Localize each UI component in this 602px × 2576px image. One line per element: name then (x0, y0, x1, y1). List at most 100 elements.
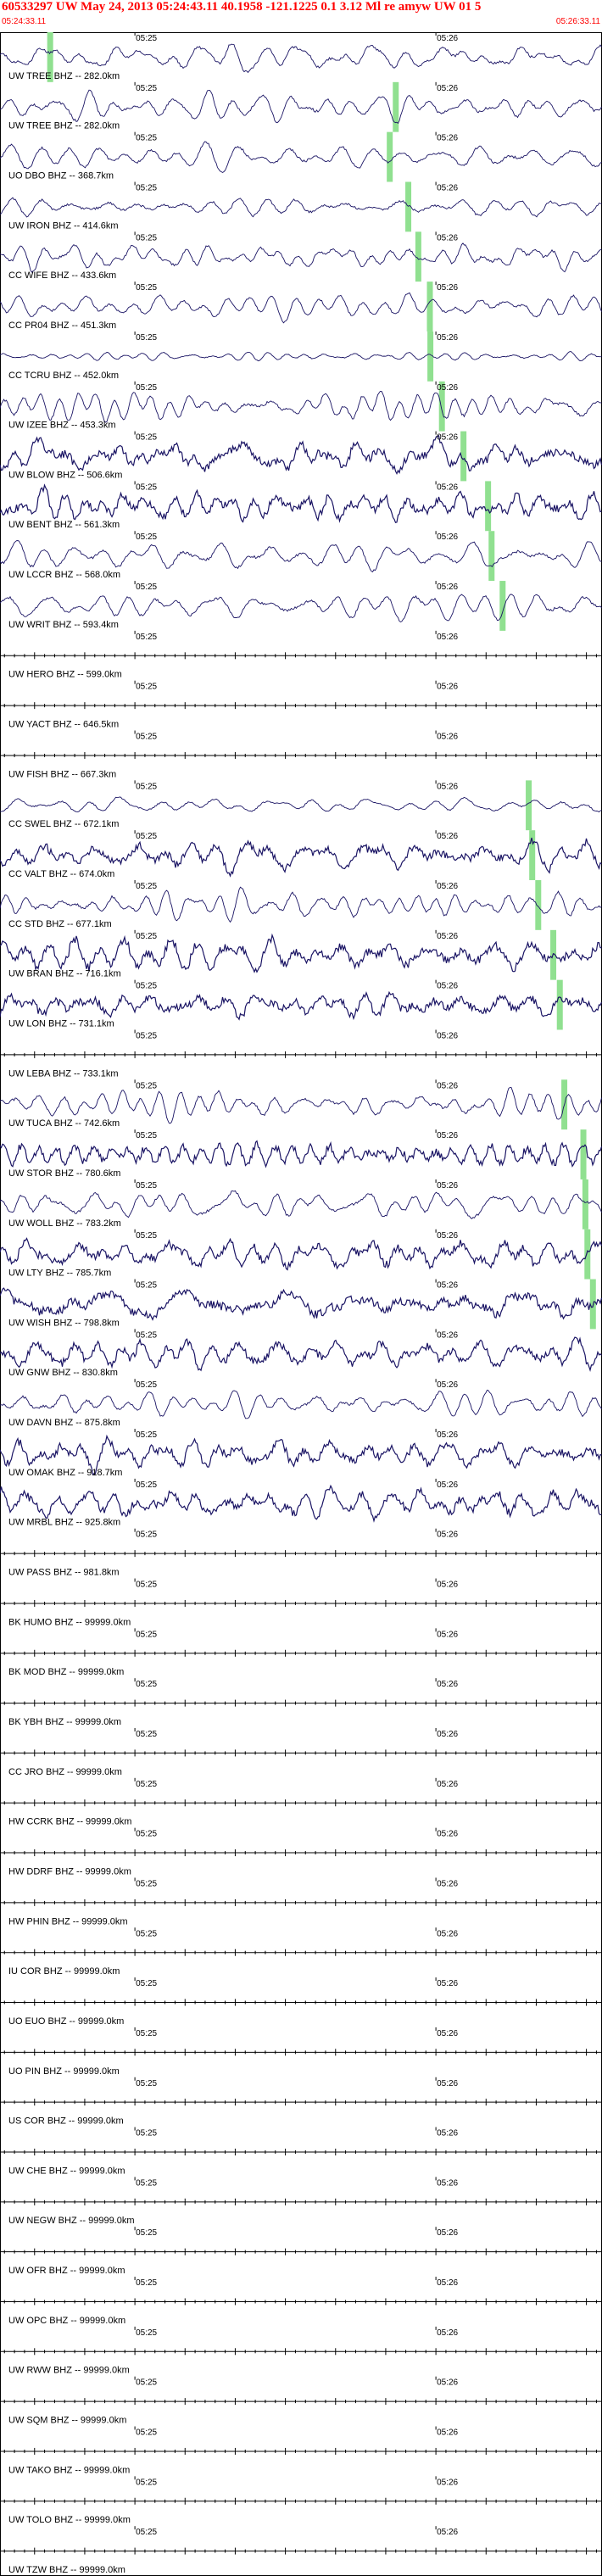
channel-label: CC SWEL BHZ -- 672.1km (8, 819, 119, 829)
channel-label: UW TZW BHZ -- 99999.0km (8, 2565, 125, 2575)
channel-label: UW LON BHZ -- 731.1km (8, 1018, 114, 1029)
trace-row: 05:25 05:26 UW OPC BHZ -- 99999.0km (0, 2277, 602, 2326)
trace-row: 05:25 05:26 UW LTY BHZ -- 785.7km (0, 1229, 602, 1280)
minute-tick-label: 05:25 (136, 1581, 157, 1590)
minute-tick-label: 05:26 (437, 2129, 458, 2138)
minute-tick-label: 05:26 (437, 1430, 458, 1440)
minute-tick-label: 05:26 (437, 1879, 458, 1888)
minute-tick-label: 05:25 (136, 583, 157, 592)
channel-label: UW BLOW BHZ -- 506.6km (8, 470, 122, 480)
trace-row: 05:25 05:26 UW OFR BHZ -- 99999.0km (0, 2227, 602, 2276)
waveform-trace (0, 1389, 602, 1419)
minute-tick-label: 05:25 (136, 2029, 157, 2038)
channel-label: UW TREE BHZ -- 282.0km (8, 71, 120, 81)
p-pick-marker (427, 331, 434, 382)
minute-tick-label: 05:25 (136, 982, 157, 991)
minute-tick-label: 05:25 (136, 1979, 157, 1988)
p-pick-marker (393, 81, 399, 132)
p-pick-marker (415, 231, 421, 282)
waveform-trace (0, 243, 602, 273)
trace-row: 05:25 05:26 IU COR BHZ -- 99999.0km (0, 1927, 602, 1977)
channel-label: UW CHE BHZ -- 99999.0km (8, 2166, 125, 2176)
minute-tick-label: 05:26 (437, 1979, 458, 1988)
trace-row: 05:25 05:26 UW IRON BHZ -- 414.6km (0, 181, 602, 232)
minute-tick-label: 05:25 (136, 1031, 157, 1040)
minute-tick-label: 05:26 (437, 532, 458, 542)
minute-tick-label: 05:25 (136, 1879, 157, 1888)
channel-label: UW BRAN BHZ -- 716.1km (8, 969, 121, 979)
trace-row: 05:25 05:26 BK HUMO BHZ -- 99999.0km (0, 1578, 602, 1627)
trace-row: 05:25 05:26 UW TUCA BHZ -- 742.6km (0, 1079, 602, 1130)
trace-row: 05:25 05:26 CC SWEL BHZ -- 672.1km (0, 780, 602, 831)
channel-label: UW LTY BHZ -- 785.7km (8, 1268, 111, 1279)
minute-tick-label: 05:26 (437, 832, 458, 841)
minute-tick-label: 05:26 (437, 932, 458, 941)
minute-tick-label: 05:25 (136, 832, 157, 841)
waveform-trace (0, 351, 602, 362)
event-title: 60533297 UW May 24, 2013 05:24:43.11 40.… (2, 0, 482, 14)
waveform-trace (0, 886, 602, 923)
channel-label: UW OFR BHZ -- 99999.0km (8, 2266, 125, 2276)
p-pick-marker (426, 282, 433, 332)
waveform-trace (0, 89, 602, 125)
trace-row: 05:25 05:26 UW TREE BHZ -- 282.0km (0, 81, 602, 132)
waveform-trace (0, 1237, 602, 1271)
channel-label: UW OPC BHZ -- 99999.0km (8, 2316, 125, 2326)
trace-row: 05:25 05:26 CC PR04 BHZ -- 451.3km (0, 282, 602, 332)
trace-row: 05:25 05:26 UW BLOW BHZ -- 506.6km (0, 431, 602, 482)
trace-row: 05:25 05:26 UW BENT BHZ -- 561.3km (0, 481, 602, 532)
channel-label: UW SQM BHZ -- 99999.0km (8, 2416, 126, 2426)
minute-tick-label: 05:25 (136, 2428, 157, 2438)
minute-tick-label: 05:25 (136, 1231, 157, 1241)
trace-row: 05:25 05:26 CC VALT BHZ -- 674.0km (0, 830, 602, 880)
trace-row: 05:25 05:26 UW RWW BHZ -- 99999.0km (0, 2326, 602, 2376)
minute-tick-label: 05:25 (136, 2079, 157, 2088)
minute-tick-label: 05:25 (136, 233, 157, 243)
start-time-label: 05:24:33.11 (2, 17, 47, 26)
waveform-trace (0, 483, 602, 524)
trace-row: 05:25 05:26 UW LCCR BHZ -- 568.0km (0, 531, 602, 582)
trace-row: 05:25 05:26 UW IZEE BHZ -- 453.3km (0, 381, 602, 432)
minute-tick-label: 05:26 (437, 383, 458, 393)
minute-tick-label: 05:26 (437, 233, 458, 243)
waveform-trace (0, 1336, 602, 1372)
minute-tick-label: 05:25 (136, 1181, 157, 1190)
minute-tick-label: 05:26 (437, 2428, 458, 2438)
waveform-trace (0, 1434, 602, 1476)
trace-row: 05:25 05:26 BK MOD BHZ -- 99999.0km (0, 1628, 602, 1677)
minute-tick-label: 05:26 (437, 1281, 458, 1291)
waveform-trace (0, 1087, 602, 1124)
p-pick-marker (438, 381, 445, 432)
minute-tick-label: 05:26 (437, 34, 458, 43)
waveform-trace (0, 837, 602, 878)
waveform-trace (0, 390, 602, 423)
minute-tick-label: 05:25 (136, 1380, 157, 1390)
p-pick-marker (460, 431, 467, 482)
p-pick-marker (526, 780, 532, 831)
waveform-trace (0, 43, 602, 74)
channel-label: BK HUMO BHZ -- 99999.0km (8, 1617, 131, 1627)
minute-tick-label: 05:26 (437, 1081, 458, 1090)
waveform-trace (0, 540, 602, 572)
p-pick-marker (387, 131, 393, 182)
trace-row: 05:25 05:26 CC STD BHZ -- 677.1km (0, 880, 602, 930)
p-pick-marker (584, 1229, 591, 1280)
minute-tick-label: 05:25 (136, 2328, 157, 2338)
trace-row: 05:25 05:26 UW OMAK BHZ -- 918.7km (0, 1429, 602, 1478)
p-pick-marker (488, 531, 495, 582)
channel-label: UW TREE BHZ -- 282.0km (8, 121, 120, 131)
channel-label: BK YBH BHZ -- 99999.0km (8, 1717, 121, 1727)
channel-label: BK MOD BHZ -- 99999.0km (8, 1667, 124, 1677)
minute-tick-label: 05:25 (136, 134, 157, 143)
trace-row: 05:25 05:26 BK YBH BHZ -- 99999.0km (0, 1678, 602, 1727)
trace-row: 05:25 05:26 UO EUO BHZ -- 99999.0km (0, 1977, 602, 2027)
trace-row: 05:25 05:26 UW STOR BHZ -- 780.6km (0, 1129, 602, 1179)
minute-tick-label: 05:26 (437, 2278, 458, 2288)
minute-tick-label: 05:26 (437, 1780, 458, 1789)
channel-label: UO PIN BHZ -- 99999.0km (8, 2066, 120, 2077)
channel-label: CC WIFE BHZ -- 433.6km (8, 270, 116, 281)
minute-tick-label: 05:25 (136, 2178, 157, 2188)
minute-tick-label: 05:25 (136, 2278, 157, 2288)
minute-tick-label: 05:25 (136, 183, 157, 192)
minute-tick-label: 05:26 (437, 2328, 458, 2338)
